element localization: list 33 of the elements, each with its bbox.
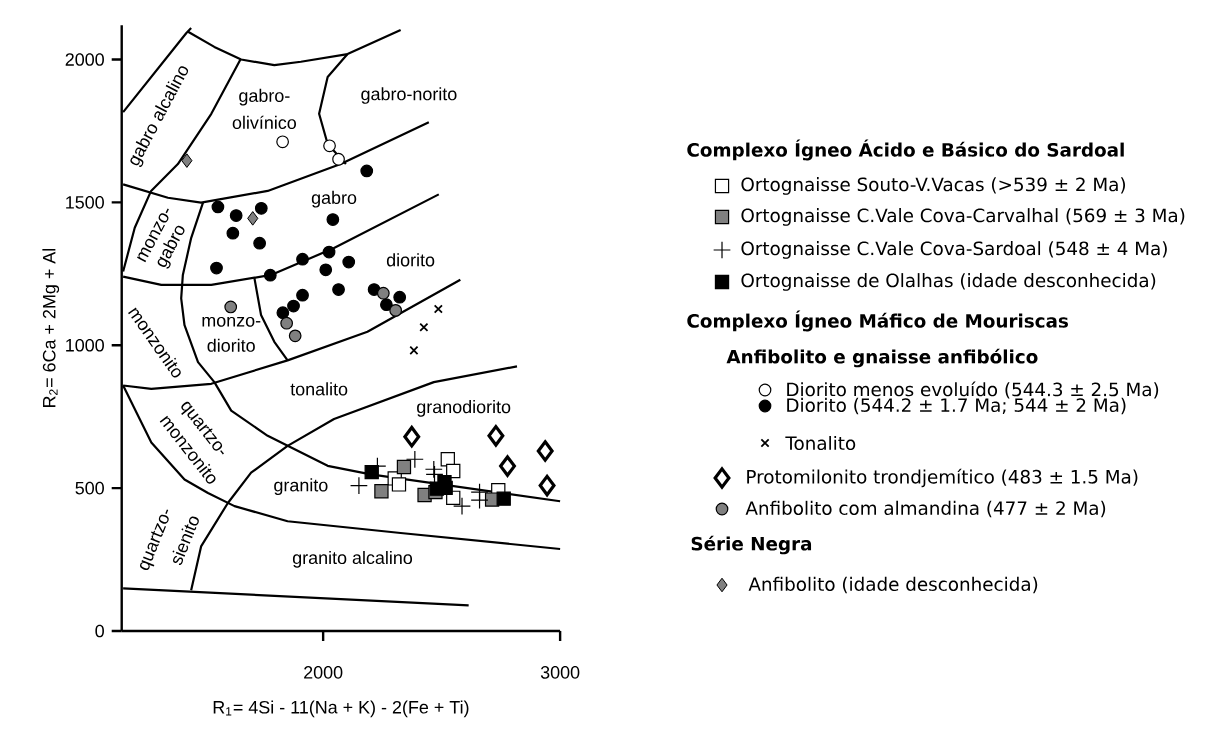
x-tick-label: 3000 (540, 666, 580, 679)
annotation: monzo- (202, 316, 261, 327)
text: Complexo Ígneo Máfico de Mouriscas (687, 310, 1068, 332)
y-axis-title: R$_{2}$= 6Ca + 2Mg + Al (42, 248, 60, 407)
legend-label: Protomilonito trondjemítico (483 ± 1.5 Ma) (747, 468, 1138, 488)
y-tick-label: 0 (95, 624, 104, 638)
annotation: granito (274, 478, 328, 496)
legend-label: Anfibolito com almandina (477 ± 2 Ma) (745, 500, 1106, 518)
text: Série Negra (691, 535, 812, 555)
annotation: quartzo- (139, 509, 169, 571)
annotation: sienito (172, 516, 199, 566)
annotation: diorito (207, 338, 255, 352)
y-tick-label: 2000 (65, 53, 104, 66)
annotation: gabro (311, 190, 357, 208)
x-axis-title: R$_{1}$= 4Si - 11(Na + K) - 2(Fe + Ti) (213, 700, 469, 718)
annotation: tonalito (290, 382, 348, 396)
legend-label: Ortognaisse C.Vale Cova-Sardoal (548 ± 4 Ma) (741, 241, 1167, 259)
annotation: diorito (386, 253, 435, 267)
legend-label: Anfibolito (idade desconhecida) (748, 576, 1038, 594)
annotation: granito alcalino (292, 550, 413, 568)
legend-label: Ortognaisse de Olalhas (idade desconhecida) (741, 273, 1156, 291)
annotation: olivínico (232, 115, 296, 130)
legend-label: Tonalito (785, 435, 856, 451)
y-tick-label: 1000 (66, 338, 104, 352)
text: Complexo Ígneo Ácido e Básico do Sardoal (687, 139, 1124, 161)
annotation: granodiorito (417, 400, 511, 417)
annotation: gabro-norito (361, 87, 457, 104)
text: Anfibolito e gnaisse anfibólico (726, 348, 1038, 368)
y-tick-label: 500 (75, 481, 104, 495)
annotation: gabro- (239, 88, 290, 106)
legend-label: Ortognaisse Souto-V.Vacas (>539 ± 2 Ma) (741, 177, 1126, 195)
y-tick-label: 1500 (66, 196, 104, 209)
legend-label: Ortognaisse C.Vale Cova-Carvalhal (569 ± 3 Ma) (741, 208, 1185, 226)
